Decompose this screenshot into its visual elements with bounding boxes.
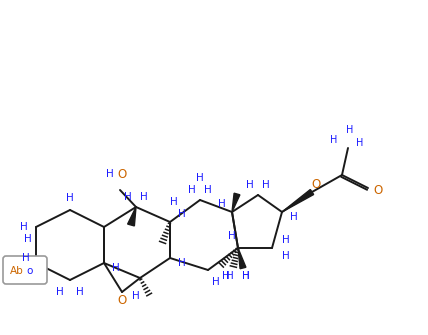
Text: H: H bbox=[262, 180, 270, 190]
Text: H: H bbox=[196, 173, 204, 183]
Text: H: H bbox=[132, 291, 140, 301]
Text: H: H bbox=[66, 193, 74, 203]
Text: H: H bbox=[170, 197, 178, 207]
Text: H: H bbox=[140, 192, 148, 202]
Text: H: H bbox=[290, 212, 298, 222]
Text: H: H bbox=[218, 199, 226, 209]
Text: H: H bbox=[242, 271, 250, 281]
Text: O: O bbox=[312, 179, 321, 192]
Polygon shape bbox=[128, 207, 136, 226]
Text: H: H bbox=[22, 253, 30, 263]
Text: H: H bbox=[106, 169, 114, 179]
Polygon shape bbox=[282, 190, 314, 212]
Text: o: o bbox=[27, 266, 33, 276]
Text: H: H bbox=[56, 287, 64, 297]
Text: H: H bbox=[228, 231, 236, 241]
Polygon shape bbox=[238, 248, 246, 269]
Text: H: H bbox=[222, 271, 230, 281]
Text: Ab: Ab bbox=[10, 266, 24, 276]
Text: H: H bbox=[346, 125, 354, 135]
Text: H: H bbox=[330, 135, 338, 145]
Text: H: H bbox=[204, 185, 212, 195]
Text: H: H bbox=[246, 180, 254, 190]
Text: H: H bbox=[188, 185, 196, 195]
Text: O: O bbox=[117, 293, 127, 307]
Text: H: H bbox=[282, 235, 290, 245]
Text: O: O bbox=[117, 168, 127, 181]
Text: H: H bbox=[20, 222, 28, 232]
Text: H: H bbox=[212, 277, 220, 287]
Text: H: H bbox=[178, 258, 186, 268]
Text: H: H bbox=[226, 271, 234, 281]
Text: H: H bbox=[357, 138, 364, 148]
Text: H: H bbox=[76, 287, 84, 297]
Polygon shape bbox=[232, 193, 240, 212]
Text: H: H bbox=[112, 263, 120, 273]
Text: H: H bbox=[242, 271, 250, 281]
Text: O: O bbox=[373, 184, 383, 197]
Text: H: H bbox=[24, 234, 32, 244]
Text: H: H bbox=[282, 251, 290, 261]
Text: H: H bbox=[178, 209, 186, 219]
Polygon shape bbox=[33, 263, 39, 265]
FancyBboxPatch shape bbox=[3, 256, 47, 284]
Text: H: H bbox=[124, 192, 132, 202]
